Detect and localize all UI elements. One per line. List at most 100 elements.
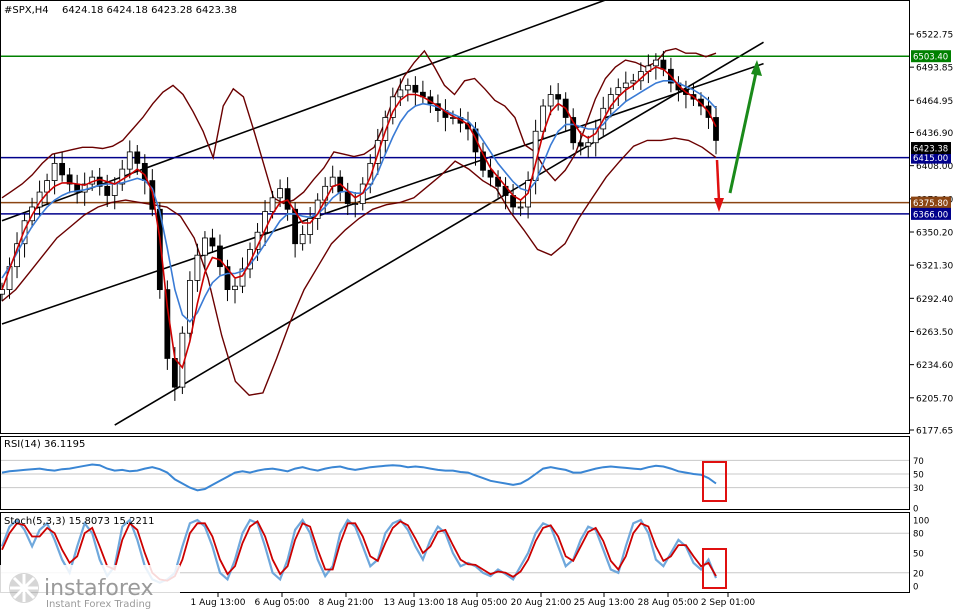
level-6366-label: 6366.00 [913,210,948,220]
time-tick-label: 1 Aug 13:00 [191,598,246,608]
candle-body [51,162,58,181]
candle-body [352,203,359,205]
stoch-header: Stoch(5,3,3) 15.8073 15.2211 [4,516,155,527]
candle-body [585,142,592,147]
channel-bottom [114,41,764,426]
rsi-panel[interactable] [0,436,910,510]
current-price-bg [911,142,951,155]
price-tick-label: 6464.95 [916,97,953,107]
stoch-signal-line [1,519,717,582]
candle-body [307,218,314,235]
price-header-symbol: #SPX,H4 [4,5,49,16]
bollinger-upper-line [1,47,717,205]
rsi-header: RSI(14) 36.1195 [4,439,85,450]
price-tick-label: 6436.90 [916,129,953,139]
time-tick-label: 2 Sep 01:00 [701,598,756,608]
candle-body [299,234,306,245]
candle-body [81,183,88,193]
level-6366-label-bg [911,207,951,220]
candle-body [209,237,216,247]
candle-body [382,117,389,141]
candle-body [698,98,704,107]
candle-body [0,289,5,295]
candle-body [134,151,141,164]
candle-body [21,220,28,245]
rsi-highlight-box [702,461,727,502]
candle-body [344,191,351,204]
candle-body [96,176,103,187]
candle-body [194,254,201,281]
stoch-tick-label: 100 [913,517,929,527]
candle-body [555,94,562,100]
candle-body [480,151,486,171]
rsi-line [1,463,717,492]
candle-body [412,84,419,93]
price-panel[interactable] [0,0,910,434]
arrow-up-head-icon [751,60,762,76]
candle-body [487,169,494,178]
candle-body [66,174,73,185]
level-6503-label-bg [911,50,951,63]
time-tick-label: 18 Aug 05:00 [447,598,508,608]
level-6415-label-bg [911,151,951,164]
candle-body [119,168,126,185]
candle-body [224,266,231,291]
candle-body [247,249,253,270]
candle-body [622,82,629,89]
candle-body [547,94,554,107]
candle-body [202,237,208,256]
channel-mid [1,62,764,325]
ma-slow-line [1,80,717,323]
candle-body [239,268,246,287]
candle-body [397,89,404,98]
price-tick-label: 6522.75 [916,31,953,41]
rsi-layer [1,463,717,492]
instaforex-logo-icon [9,573,39,603]
candle-body [630,80,637,84]
level-6375-label-bg [911,196,951,209]
price-header-ohlc: 6424.18 6424.18 6423.28 6423.38 [62,5,237,16]
level-6375-label: 6375.80 [913,199,948,209]
candle-body [44,180,50,193]
candle-body [713,117,719,141]
candle-body [59,162,66,176]
price-tick-label: 6292.40 [916,295,953,305]
price-tick-label: 6177.65 [916,427,953,437]
level-6415-label: 6415.00 [913,154,948,164]
time-tick-label: 20 Aug 21:00 [511,598,572,608]
candle-body [186,280,193,334]
arrow-down-icon [715,159,721,202]
candle-body [660,59,667,70]
annotations [702,60,762,589]
candle-body [292,208,299,245]
stoch-tick-label: 80 [913,530,924,540]
candle-body [404,84,411,91]
stoch-highlight-box [702,548,727,589]
candle-body [517,206,524,209]
price-tick-label: 6321.30 [916,262,953,272]
price-layer [0,0,909,426]
candle-body [284,188,291,210]
candle-body [607,94,614,109]
rsi-tick-label: 30 [913,484,924,494]
time-tick-label: 6 Aug 05:00 [255,598,310,608]
price-tick-label: 6263.50 [916,328,953,338]
stoch-tick-label: 0 [913,583,918,593]
time-tick-label: 28 Aug 05:00 [638,598,699,608]
candle-body [171,358,178,388]
arrow-up-icon [728,67,759,194]
candle-body [570,117,577,144]
time-tick-label: 8 Aug 21:00 [319,598,374,608]
stoch-tick-label: 50 [913,550,924,560]
level-6503-label: 6503.40 [913,53,948,63]
candle-body [465,122,471,130]
rsi-tick-label: 0 [913,505,918,515]
candle-body [277,188,283,199]
stochastic-layer [0,518,718,584]
watermark-brand: instaforex [44,576,154,601]
stoch-main-line [0,518,718,584]
current-price-label: 6423.38 [913,145,948,155]
price-tick-label: 6205.70 [916,394,953,404]
